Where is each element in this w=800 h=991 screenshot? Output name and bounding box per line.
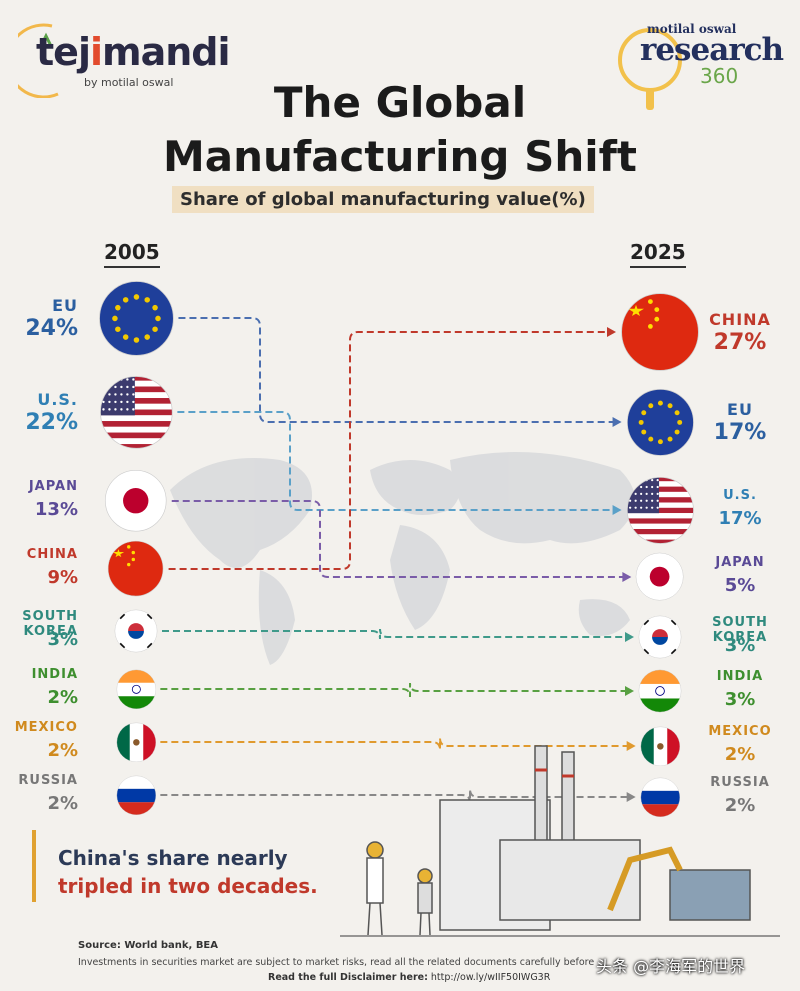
research360-top: motilal oswal xyxy=(647,22,737,36)
disclaimer-text: Investments in securities market are sub… xyxy=(78,957,598,968)
disclaimer-link[interactable]: http://ow.ly/wIIF50IWG3R xyxy=(430,972,551,983)
connector-japan xyxy=(171,500,630,578)
connector-china xyxy=(168,331,614,570)
arrowhead-mexico xyxy=(626,741,636,751)
flag-china-2025-icon xyxy=(620,292,700,376)
arrowhead-china xyxy=(607,327,616,337)
disclaimer-link-row: Read the full Disclaimer here: http://ow… xyxy=(268,972,550,983)
connector-mexico xyxy=(160,737,634,751)
factory-illustration xyxy=(340,745,780,937)
year-2005: 2005 xyxy=(104,240,160,268)
tejimandi-logo xyxy=(18,23,59,98)
arrowhead-eu xyxy=(612,417,622,427)
value-label-2025-russia: 2% xyxy=(724,795,756,816)
connector-u-s xyxy=(177,411,620,511)
country-label-2025-russia: RUSSIA xyxy=(710,775,770,790)
arrowhead-india xyxy=(625,686,634,696)
flag-japan-2025-icon xyxy=(635,552,684,605)
flag-china-2005-icon xyxy=(107,540,164,601)
flag-mexico-2005-icon xyxy=(116,722,157,767)
country-label-2025-south-korea: SOUTH KOREA xyxy=(712,615,768,645)
country-label-2005-china: CHINA xyxy=(26,547,78,562)
title-line-2: Manufacturing Shift xyxy=(162,132,638,181)
country-label-2005-japan: JAPAN xyxy=(28,479,78,494)
country-label-2005-india: INDIA xyxy=(31,667,78,682)
connector-south-korea xyxy=(162,628,632,640)
flag-u-s-2005-icon xyxy=(99,375,174,454)
value-label-2005-u-s: 22% xyxy=(25,410,78,435)
watermark: 头条 @李海军的世界 xyxy=(596,957,746,976)
flag-south-korea-2005-icon xyxy=(114,609,158,657)
value-label-2025-mexico: 2% xyxy=(724,744,756,765)
value-label-2005-eu: 24% xyxy=(25,316,78,341)
brand-wordmark: tejimandi xyxy=(36,30,231,74)
country-label-2025-japan: JAPAN xyxy=(715,555,765,570)
country-label-2025-mexico: MEXICO xyxy=(708,724,772,739)
research360-logo xyxy=(618,28,682,110)
value-label-2005-south-korea: 3% xyxy=(47,629,78,650)
year-2025: 2025 xyxy=(630,240,686,268)
country-label-2005-south-korea: SOUTH KOREA xyxy=(22,609,78,639)
flag-u-s-2025-icon xyxy=(626,476,695,549)
arrowhead-russia xyxy=(626,792,636,802)
disclaimer-link-label: Read the full Disclaimer here: xyxy=(268,972,428,983)
flag-eu-2025-icon xyxy=(626,388,695,461)
country-label-2005-eu: EU xyxy=(52,296,78,315)
country-label-2025-u-s: U.S. xyxy=(723,488,757,503)
flag-japan-2005-icon xyxy=(104,469,167,536)
chart-subtitle: Share of global manufacturing value(%) xyxy=(172,186,594,213)
country-label-2005-mexico: MEXICO xyxy=(14,720,78,735)
title-line-1: The Global xyxy=(273,78,527,127)
flag-india-2025-icon xyxy=(638,669,682,717)
brand-subtitle: by motilal oswal xyxy=(84,76,174,89)
value-label-2005-japan: 13% xyxy=(34,499,78,520)
connector-india xyxy=(160,682,632,698)
value-label-2025-eu: 17% xyxy=(713,420,767,445)
research360-number: 360 xyxy=(700,64,739,88)
country-label-2025-china: CHINA xyxy=(709,310,771,329)
value-label-2025-u-s: 17% xyxy=(718,508,762,529)
takeaway-box xyxy=(32,830,436,902)
country-label-2005-u-s: U.S. xyxy=(37,390,78,409)
country-label-2025-india: INDIA xyxy=(716,669,764,684)
arrowhead-south-korea xyxy=(625,632,634,642)
source-note: Source: World bank, BEA xyxy=(78,940,219,951)
country-label-2025-eu: EU xyxy=(727,400,753,419)
value-label-2025-south-korea: 3% xyxy=(724,635,756,656)
research360-word: research xyxy=(640,32,784,68)
flag-russia-2005-icon xyxy=(116,775,157,820)
country-label-2005-russia: RUSSIA xyxy=(18,773,78,788)
arrowhead-japan xyxy=(622,572,632,582)
takeaway-line-1: China's share nearly xyxy=(58,846,288,870)
value-label-2005-india: 2% xyxy=(47,687,78,708)
value-label-2005-russia: 2% xyxy=(47,793,78,814)
takeaway-line-2: tripled in two decades. xyxy=(58,874,318,898)
world-map-illustration xyxy=(170,452,635,665)
flag-russia-2025-icon xyxy=(640,777,681,822)
connector-eu xyxy=(178,317,620,423)
value-label-2025-china: 27% xyxy=(713,330,767,355)
flag-south-korea-2025-icon xyxy=(638,615,682,663)
flag-mexico-2025-icon xyxy=(640,726,681,771)
flag-india-2005-icon xyxy=(116,669,157,714)
value-label-2005-mexico: 2% xyxy=(47,740,78,761)
value-label-2025-india: 3% xyxy=(724,689,756,710)
arrowhead-u-s xyxy=(612,505,622,515)
flag-eu-2005-icon xyxy=(98,280,175,361)
value-label-2005-china: 9% xyxy=(47,567,78,588)
value-label-2025-japan: 5% xyxy=(724,575,756,596)
connector-russia xyxy=(160,788,634,804)
